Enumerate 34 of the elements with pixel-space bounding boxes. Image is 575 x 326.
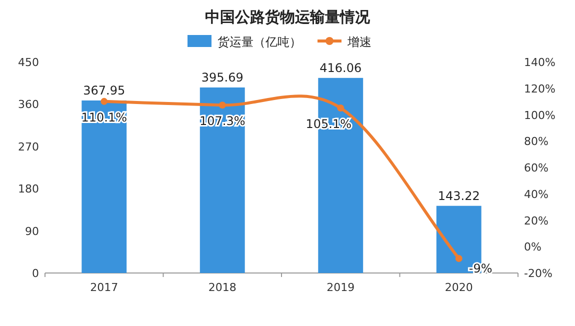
point: [218, 102, 226, 109]
x-tick-label: 2020: [444, 281, 473, 294]
data-label: 107.3%: [199, 114, 246, 128]
x-tick-label: 2017: [90, 281, 118, 294]
bar: [200, 87, 245, 273]
legend-label: 增速: [346, 35, 372, 49]
y2-tick-label: 120%: [524, 82, 556, 96]
y2-tick-label: 140%: [524, 56, 556, 69]
point: [455, 254, 462, 262]
chart-title: 中国公路货物运输量情况: [205, 8, 371, 26]
y-tick-label: 360: [18, 98, 39, 112]
x-tick-label: 2019: [326, 281, 355, 294]
y-tick-label: 90: [25, 224, 39, 238]
y-tick-label: 450: [18, 56, 39, 69]
data-label: 395.69: [201, 70, 244, 84]
bar: [82, 100, 127, 273]
point: [100, 98, 108, 105]
y2-tick-label: -20%: [524, 267, 552, 280]
data-label: 143.22: [438, 188, 480, 203]
point: [337, 104, 344, 112]
x-tick-label: 2018: [208, 281, 236, 294]
y2-tick-label: 100%: [524, 108, 556, 122]
y2-tick-label: 20%: [524, 214, 548, 228]
y-tick-label: 180: [18, 182, 39, 196]
y2-tick-label: 60%: [524, 162, 548, 174]
y2-tick-label: 40%: [524, 188, 548, 201]
y2-tick-label: 80%: [524, 135, 548, 148]
data-label: 367.95: [83, 83, 126, 98]
data-label: 416.06: [320, 60, 362, 75]
legend-label: 货运量（亿吨）: [218, 35, 302, 49]
data-label: 110.1%: [81, 110, 128, 124]
y2-tick-label: 0%: [524, 240, 542, 254]
y-tick-label: 0: [32, 267, 39, 280]
y-tick-label: 270: [18, 140, 39, 154]
